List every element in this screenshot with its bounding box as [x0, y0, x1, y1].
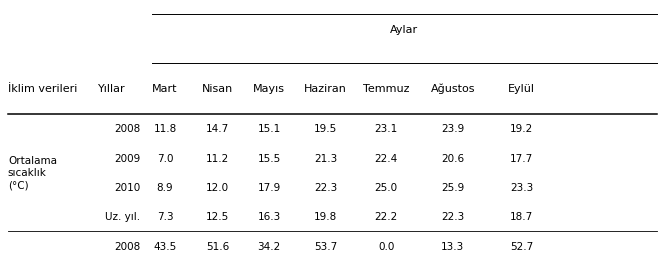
Text: 12.0: 12.0 — [206, 182, 230, 192]
Text: 16.3: 16.3 — [257, 212, 281, 221]
Text: 34.2: 34.2 — [257, 241, 281, 251]
Text: 2008: 2008 — [114, 124, 141, 134]
Text: Nisan: Nisan — [202, 84, 234, 94]
Text: Temmuz: Temmuz — [363, 84, 409, 94]
Text: 22.3: 22.3 — [441, 212, 465, 221]
Text: 53.7: 53.7 — [314, 241, 337, 251]
Text: 12.5: 12.5 — [206, 212, 230, 221]
Text: 17.9: 17.9 — [257, 182, 281, 192]
Text: 0.0: 0.0 — [378, 241, 394, 251]
Text: Mart: Mart — [152, 84, 178, 94]
Text: 22.3: 22.3 — [314, 182, 337, 192]
Text: Aylar: Aylar — [390, 25, 418, 35]
Text: Yıllar: Yıllar — [98, 84, 125, 94]
Text: Ortalama
sıcaklık
(°C): Ortalama sıcaklık (°C) — [8, 156, 57, 190]
Text: 19.2: 19.2 — [510, 124, 533, 134]
Text: İklim verileri: İklim verileri — [8, 84, 77, 94]
Text: 8.9: 8.9 — [156, 182, 174, 192]
Text: 2008: 2008 — [114, 241, 141, 251]
Text: 25.9: 25.9 — [441, 182, 465, 192]
Text: 15.1: 15.1 — [257, 124, 281, 134]
Text: 19.8: 19.8 — [314, 212, 337, 221]
Text: 23.3: 23.3 — [510, 182, 533, 192]
Text: 13.3: 13.3 — [441, 241, 465, 251]
Text: 51.6: 51.6 — [206, 241, 230, 251]
Text: 7.3: 7.3 — [156, 212, 174, 221]
Text: 2009: 2009 — [114, 153, 141, 163]
Text: 7.0: 7.0 — [157, 153, 173, 163]
Text: 43.5: 43.5 — [153, 241, 177, 251]
Text: 14.7: 14.7 — [206, 124, 230, 134]
Text: 19.5: 19.5 — [314, 124, 337, 134]
Text: Ağustos: Ağustos — [430, 84, 475, 94]
Text: 52.7: 52.7 — [510, 241, 533, 251]
Text: Uz. yıl.: Uz. yıl. — [106, 212, 141, 221]
Text: 11.8: 11.8 — [153, 124, 177, 134]
Text: 21.3: 21.3 — [314, 153, 337, 163]
Text: 17.7: 17.7 — [510, 153, 533, 163]
Text: 20.6: 20.6 — [441, 153, 465, 163]
Text: 23.1: 23.1 — [374, 124, 398, 134]
Text: Haziran: Haziran — [304, 84, 346, 94]
Text: 2010: 2010 — [114, 182, 141, 192]
Text: 22.2: 22.2 — [374, 212, 398, 221]
Text: 23.9: 23.9 — [441, 124, 465, 134]
Text: Eylül: Eylül — [508, 84, 535, 94]
Text: Mayıs: Mayıs — [253, 84, 285, 94]
Text: 15.5: 15.5 — [257, 153, 281, 163]
Text: 22.4: 22.4 — [374, 153, 398, 163]
Text: 18.7: 18.7 — [510, 212, 533, 221]
Text: 11.2: 11.2 — [206, 153, 230, 163]
Text: 25.0: 25.0 — [374, 182, 398, 192]
